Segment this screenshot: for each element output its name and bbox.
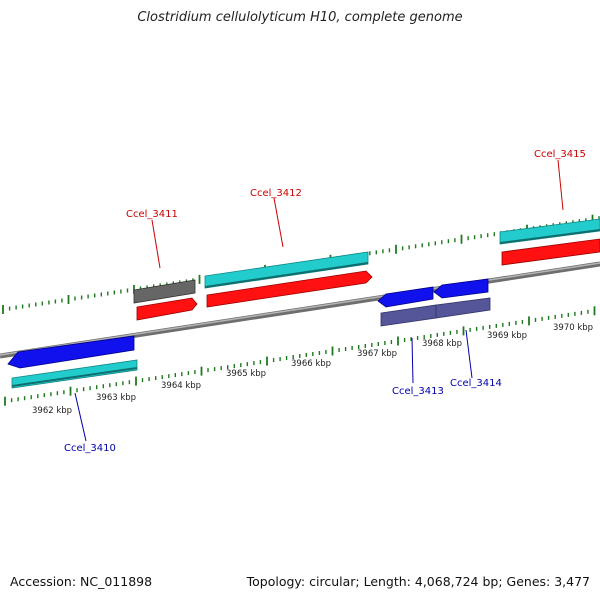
gene-label-ccel-3413[interactable]: Ccel_3413	[392, 386, 444, 397]
reverse-gene-arrow[interactable]	[433, 278, 489, 299]
feature-ccel-3412[interactable]	[204, 251, 373, 308]
scale-label: 3970 kbp	[553, 323, 593, 333]
reverse-cds-block[interactable]	[435, 297, 491, 319]
gene-label-ccel-3414[interactable]: Ccel_3414	[450, 378, 502, 389]
gene-label-ccel-3415[interactable]: Ccel_3415	[534, 149, 586, 160]
feature-ccel-3415[interactable]	[499, 218, 600, 266]
forward-cds-arrow[interactable]	[136, 297, 198, 321]
scale-label: 3963 kbp	[96, 393, 136, 403]
scale-label: 3969 kbp	[487, 331, 527, 341]
scale-label: 3964 kbp	[161, 381, 201, 391]
forward-cds-arrow[interactable]	[501, 238, 600, 266]
scale-label: 3966 kbp	[291, 359, 331, 369]
scale-label: 3968 kbp	[422, 339, 462, 349]
genome-summary: Topology: circular; Length: 4,068,724 bp…	[246, 574, 590, 589]
feature-ccel-3413[interactable]	[377, 286, 437, 327]
gene-label-ccel-3412[interactable]: Ccel_3412	[250, 188, 302, 199]
accession-label: Accession: NC_011898	[10, 574, 153, 589]
label-leaders	[74, 159, 564, 442]
tick-marks	[2, 214, 600, 406]
forward-gene-block[interactable]	[133, 279, 196, 304]
scale-label: 3965 kbp	[226, 369, 266, 379]
map-title: Clostridium cellulolyticum H10, complete…	[137, 10, 463, 25]
forward-cds-arrow[interactable]	[206, 270, 373, 308]
gene-label-ccel-3411[interactable]: Ccel_3411	[126, 209, 178, 220]
feature-ccel-3414[interactable]	[433, 278, 491, 319]
scale-label: 3967 kbp	[357, 349, 397, 359]
feature-ccel-3410[interactable]	[7, 335, 138, 389]
reverse-gene-arrow[interactable]	[377, 286, 434, 308]
reverse-cds-block[interactable]	[380, 304, 437, 327]
scale-label: 3962 kbp	[32, 406, 72, 416]
rna-feature[interactable]	[499, 218, 600, 245]
reverse-gene-arrow[interactable]	[7, 335, 135, 369]
gene-label-ccel-3410[interactable]: Ccel_3410	[64, 443, 116, 454]
feature-ccel-3411[interactable]	[133, 279, 198, 321]
